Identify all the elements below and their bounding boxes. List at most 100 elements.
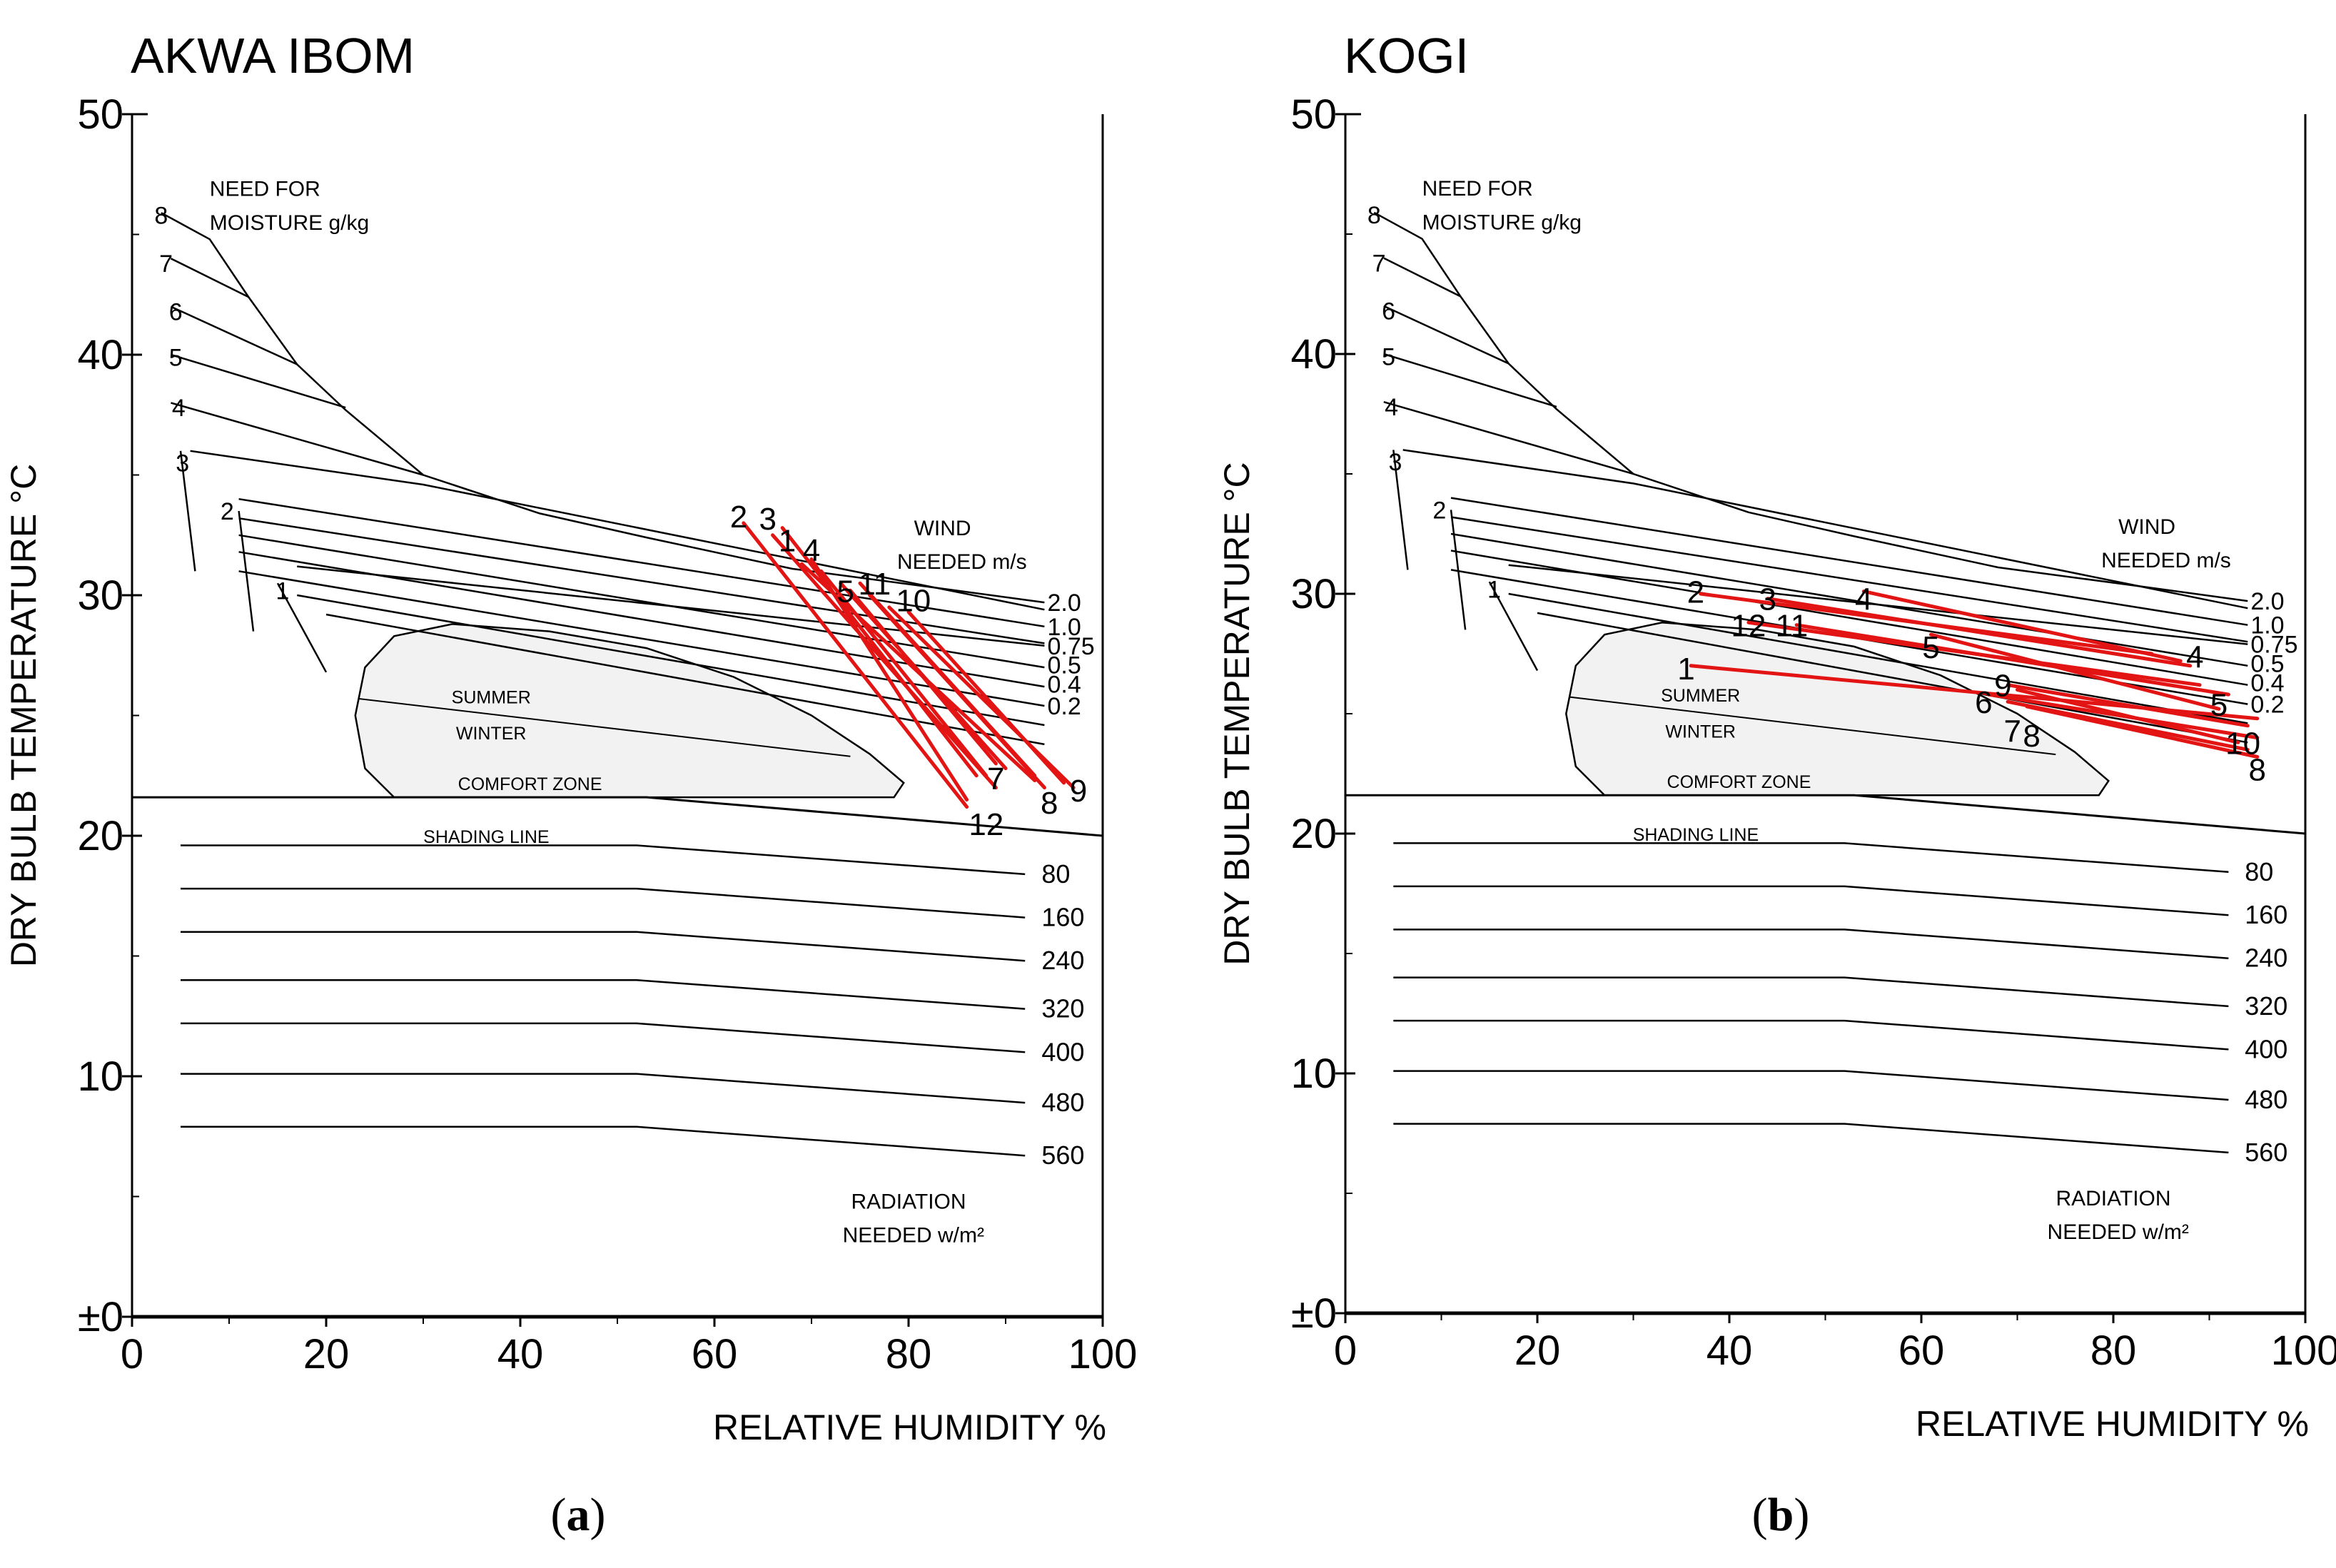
comfort-zone-label: COMFORT ZONE <box>458 774 602 794</box>
radiation-value-label: 160 <box>2245 900 2287 929</box>
moisture-title-units: MOISTURE g/kg <box>1422 211 1582 234</box>
radiation-line <box>1393 1070 2229 1101</box>
x-tick-label: 80 <box>886 1331 932 1377</box>
radiation-value-label: 320 <box>1041 994 1084 1023</box>
climate-line-month-11 <box>858 581 1037 778</box>
y-tick-label: 10 <box>77 1053 123 1100</box>
panel-caption-b: (b) <box>1751 1489 1810 1541</box>
month-label: 11 <box>859 567 891 602</box>
month-label: 2 <box>1687 575 1704 610</box>
climate-line-month-3 <box>1766 597 2193 668</box>
radiation-line <box>181 887 1026 919</box>
month-label: 9 <box>1994 669 2011 704</box>
moisture-line <box>1383 353 1557 408</box>
y-tick-label: 40 <box>1290 331 1337 378</box>
radiation-line <box>1393 976 2229 1008</box>
climate-line-month-8 <box>2025 704 2260 759</box>
radiation-value-label: 240 <box>2245 944 2287 973</box>
month-label: 1 <box>779 523 796 558</box>
wind-value-label: 0.2 <box>1047 693 1081 720</box>
moisture-value-label: 2 <box>221 498 234 525</box>
moisture-value-label: 4 <box>172 395 186 422</box>
radiation-line <box>1393 929 2229 959</box>
moisture-value-label: 3 <box>1388 449 1402 476</box>
climate-line-month-10 <box>2016 687 2240 744</box>
month-label: 10 <box>2225 726 2260 761</box>
climate-line-month-2 <box>742 521 969 809</box>
chart-panel-a: AKWA IBOM ±0 10 20 30 40 50 0 20 40 60 80 100 RELATIV… <box>4 28 1137 1447</box>
moisture-tail <box>238 510 255 632</box>
wind-value-label: 1.0 <box>2250 612 2284 639</box>
moisture-line <box>170 305 298 365</box>
month-label: 8 <box>2249 752 2266 787</box>
moisture-value-label: 6 <box>169 298 183 325</box>
moisture-line <box>1383 400 1634 475</box>
moisture-value-label: 3 <box>176 450 189 477</box>
radiation-line <box>181 1022 1026 1053</box>
summer-winter-divider <box>1569 696 2056 756</box>
moisture-title: NEED FOR <box>210 178 320 201</box>
climate-line-month-7 <box>848 588 998 766</box>
panel-caption-a-letter: a <box>566 1489 590 1541</box>
wind-value-label: 0.5 <box>2250 650 2284 677</box>
month-label: 10 <box>896 584 931 619</box>
climate-line-month-10 <box>906 610 1066 785</box>
wind-value-label: 0.75 <box>1047 633 1094 660</box>
y-axis-label: DRY BULB TEMPERATURE °C <box>1217 462 1257 965</box>
moisture-value-label: 1 <box>1487 576 1501 603</box>
moisture-title-units: MOISTURE g/kg <box>210 211 369 235</box>
x-axis-label: RELATIVE HUMIDITY % <box>1916 1404 2309 1444</box>
x-tick-label: 60 <box>692 1331 738 1377</box>
y-axis-label: DRY BULB TEMPERATURE °C <box>4 464 44 967</box>
wind-line <box>1450 516 2248 643</box>
panel-caption-b-letter: b <box>1767 1489 1794 1541</box>
x-tick-label: 100 <box>2271 1327 2336 1374</box>
month-label: 5 <box>836 574 854 609</box>
wind-line <box>1450 532 2248 667</box>
y-tick-label: 50 <box>77 91 123 138</box>
moisture-line <box>190 450 1045 611</box>
radiation-line <box>181 844 1026 876</box>
wind-value-label: 2.0 <box>2250 588 2284 615</box>
radiation-line <box>181 1073 1026 1104</box>
month-label: 4 <box>2186 639 2203 674</box>
x-tick-label: 20 <box>303 1331 350 1377</box>
month-label: 8 <box>1041 786 1058 821</box>
month-label: 11 <box>1776 609 1809 644</box>
month-label: 8 <box>2023 719 2040 754</box>
climate-line-month-4 <box>1861 590 2183 663</box>
climate-line-month-1 <box>780 526 979 778</box>
shading-line <box>132 796 1103 837</box>
x-axis-label: RELATIVE HUMIDITY % <box>713 1407 1106 1447</box>
radiation-line <box>1393 1123 2229 1154</box>
moisture-line <box>1383 257 1461 298</box>
month-label: 4 <box>803 533 820 568</box>
shading-line-label: SHADING LINE <box>423 827 549 847</box>
radiation-value-label: 80 <box>1041 859 1070 889</box>
winter-label: WINTER <box>1665 722 1736 742</box>
month-label: 4 <box>1855 582 1872 617</box>
wind-title: WIND <box>914 517 971 540</box>
climate-line-month-6 <box>819 569 988 778</box>
moisture-line <box>171 353 346 409</box>
moisture-value-label: 8 <box>154 203 168 230</box>
wind-line <box>1450 550 2248 686</box>
moisture-line <box>1383 305 1510 365</box>
wind-value-label: 0.75 <box>2250 632 2297 659</box>
wind-line <box>1537 612 2248 744</box>
month-label: 1 <box>1677 652 1694 687</box>
y-tick-label: 30 <box>77 572 123 619</box>
moisture-tail <box>1392 450 1409 570</box>
x-tick-label: 40 <box>1707 1327 1753 1374</box>
moisture-line <box>1450 497 2248 626</box>
moisture-value-label: 7 <box>159 251 173 278</box>
moisture-line <box>1402 449 2248 610</box>
wind-line <box>238 517 1045 644</box>
x-tick-label: 20 <box>1515 1327 1561 1374</box>
chart-panel-b: KOGI ±0 10 20 30 40 50 0 20 40 60 80 100 RELATIVE HUM… <box>1217 28 2336 1444</box>
radiation-line <box>181 931 1026 962</box>
climate-line-month-3 <box>771 533 998 790</box>
moisture-line <box>170 258 249 298</box>
radiation-line <box>1393 885 2229 916</box>
